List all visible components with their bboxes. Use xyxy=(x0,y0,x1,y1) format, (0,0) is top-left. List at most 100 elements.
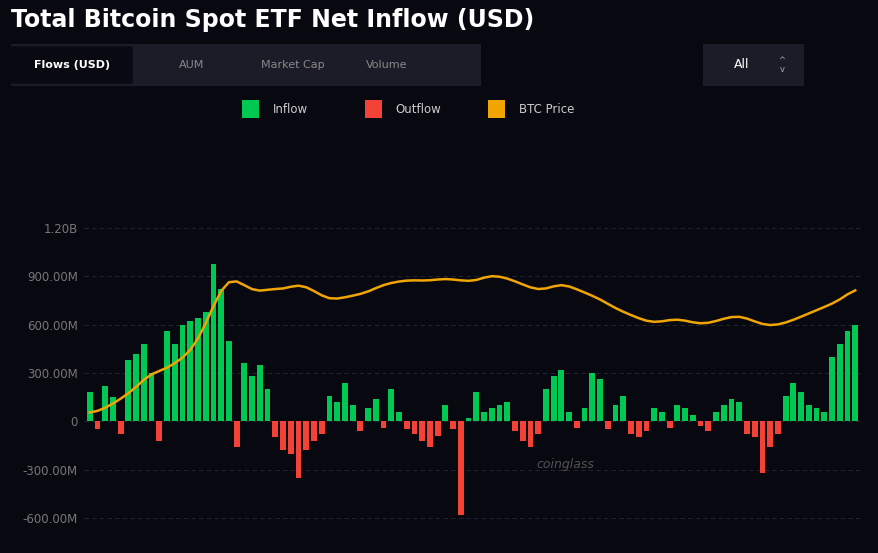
Text: Total Bitcoin Spot ETF Net Inflow (USD): Total Bitcoin Spot ETF Net Inflow (USD) xyxy=(11,8,533,32)
Bar xyxy=(226,341,232,421)
Bar xyxy=(565,411,572,421)
Bar xyxy=(364,409,371,421)
Bar xyxy=(349,405,355,421)
Bar xyxy=(87,393,92,421)
Bar xyxy=(388,389,393,421)
Bar xyxy=(581,409,587,421)
Bar xyxy=(203,312,208,421)
Bar xyxy=(427,421,432,447)
Bar xyxy=(210,264,216,421)
Bar xyxy=(280,421,285,450)
Bar xyxy=(465,418,471,421)
Bar xyxy=(218,289,224,421)
Bar xyxy=(248,376,255,421)
Bar xyxy=(287,421,293,453)
Text: AUM: AUM xyxy=(179,60,204,70)
Bar xyxy=(311,421,316,441)
Bar xyxy=(396,411,401,421)
Bar xyxy=(364,100,382,118)
Bar xyxy=(820,411,826,421)
Bar xyxy=(480,411,486,421)
Bar xyxy=(295,421,301,478)
Bar xyxy=(720,405,726,421)
Bar xyxy=(573,421,579,428)
Bar xyxy=(774,421,780,434)
Bar xyxy=(164,331,169,421)
Bar xyxy=(697,421,702,426)
Bar xyxy=(496,405,502,421)
Bar xyxy=(852,325,857,421)
Bar xyxy=(543,389,548,421)
Text: coinglass: coinglass xyxy=(536,458,594,471)
Bar xyxy=(241,363,247,421)
Bar xyxy=(751,421,757,437)
Bar xyxy=(844,331,849,421)
Bar xyxy=(487,100,505,118)
Bar xyxy=(612,405,618,421)
Bar xyxy=(673,405,680,421)
Bar xyxy=(504,402,509,421)
Bar xyxy=(728,399,734,421)
Bar xyxy=(457,421,464,515)
Bar xyxy=(380,421,386,428)
Text: Outflow: Outflow xyxy=(395,103,441,116)
Bar xyxy=(813,409,818,421)
Bar xyxy=(148,373,155,421)
Text: All: All xyxy=(733,59,749,71)
Bar xyxy=(666,421,672,428)
Bar xyxy=(759,421,765,473)
Bar xyxy=(241,100,259,118)
Bar xyxy=(596,379,602,421)
Text: Inflow: Inflow xyxy=(272,103,307,116)
Bar xyxy=(604,421,610,430)
Bar xyxy=(319,421,324,434)
Bar xyxy=(303,421,309,450)
Bar xyxy=(828,357,834,421)
Bar xyxy=(635,421,641,437)
Bar xyxy=(797,393,803,421)
Bar xyxy=(419,421,425,441)
Bar xyxy=(651,409,657,421)
Bar xyxy=(527,421,533,447)
Bar xyxy=(736,402,741,421)
Bar xyxy=(133,354,139,421)
Text: Flows (USD): Flows (USD) xyxy=(33,60,110,70)
Text: v: v xyxy=(779,65,784,75)
Text: ^: ^ xyxy=(778,55,785,65)
Bar xyxy=(658,411,664,421)
Bar xyxy=(334,402,340,421)
Bar xyxy=(519,421,525,441)
Bar xyxy=(140,344,147,421)
Bar xyxy=(789,383,795,421)
Bar xyxy=(535,421,541,434)
Bar xyxy=(156,421,162,441)
Bar xyxy=(589,373,594,421)
Bar xyxy=(179,325,185,421)
Bar xyxy=(118,421,124,434)
Bar xyxy=(126,360,131,421)
Bar xyxy=(705,421,710,431)
Bar xyxy=(172,344,177,421)
Bar xyxy=(95,421,100,430)
Bar xyxy=(558,370,564,421)
Bar xyxy=(681,409,687,421)
Bar xyxy=(195,319,200,421)
Bar xyxy=(435,421,440,436)
Bar xyxy=(643,421,649,431)
Bar xyxy=(357,421,363,431)
Bar xyxy=(689,415,695,421)
Bar xyxy=(781,395,788,421)
Bar xyxy=(187,321,193,421)
Bar xyxy=(488,409,494,421)
Bar xyxy=(110,397,116,421)
Bar xyxy=(264,389,270,421)
Bar xyxy=(620,395,625,421)
Bar xyxy=(450,421,456,430)
Bar xyxy=(628,421,633,434)
Bar xyxy=(411,421,417,434)
Bar xyxy=(102,386,108,421)
Bar xyxy=(744,421,749,434)
Bar xyxy=(512,421,517,431)
Bar xyxy=(272,421,277,437)
Text: Market Cap: Market Cap xyxy=(261,60,324,70)
